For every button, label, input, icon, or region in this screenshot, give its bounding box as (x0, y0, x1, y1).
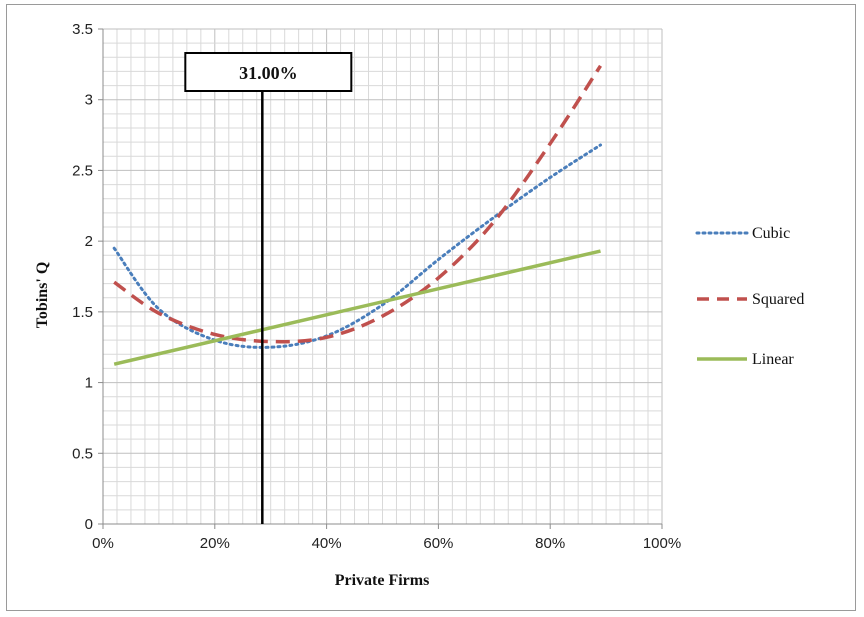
chart-frame: 0% 20% 40% 60% 80% 100% 0 0.5 1 1.5 2 2.5 3 3.5 31.00… (6, 4, 856, 611)
y-tick-label: 1.5 (72, 304, 93, 321)
annotation: 31.00% (184, 52, 353, 524)
legend: Cubic Squared Linear (695, 225, 804, 368)
x-tick-label: 100% (643, 535, 681, 552)
annotation-box (184, 52, 353, 92)
y-axis-title: Tobins' Q (34, 262, 51, 329)
y-tick-label: 2 (85, 233, 93, 250)
x-tick-label: 40% (312, 535, 342, 552)
legend-label-squared: Squared (752, 291, 804, 308)
x-tick-label: 80% (535, 535, 565, 552)
annotation-label: 31.00% (239, 63, 298, 83)
chart-svg: 0% 20% 40% 60% 80% 100% 0 0.5 1 1.5 2 2.5 3 3.5 31.00… (34, 21, 804, 589)
y-tick-label: 1 (85, 375, 93, 392)
series-line-squared (113, 64, 602, 344)
y-tick-label: 3 (85, 92, 93, 109)
x-tick-label: 20% (200, 535, 230, 552)
y-tick-label: 2.5 (72, 162, 93, 179)
series-line-linear (113, 249, 601, 366)
axes: 0% 20% 40% 60% 80% 100% 0 0.5 1 1.5 2 2.5 3 3.5 (72, 21, 681, 552)
y-tick-label: 0 (85, 516, 93, 533)
series-line-cubic (112, 143, 603, 349)
x-axis-title: Private Firms (335, 572, 430, 589)
series-layer (112, 64, 603, 366)
y-tick-label: 0.5 (72, 445, 93, 462)
legend-label-cubic: Cubic (752, 225, 790, 242)
x-tick-label: 60% (423, 535, 453, 552)
y-tick-label: 3.5 (72, 21, 93, 38)
grid (102, 28, 663, 525)
legend-label-linear: Linear (752, 351, 794, 368)
x-tick-label: 0% (92, 535, 114, 552)
